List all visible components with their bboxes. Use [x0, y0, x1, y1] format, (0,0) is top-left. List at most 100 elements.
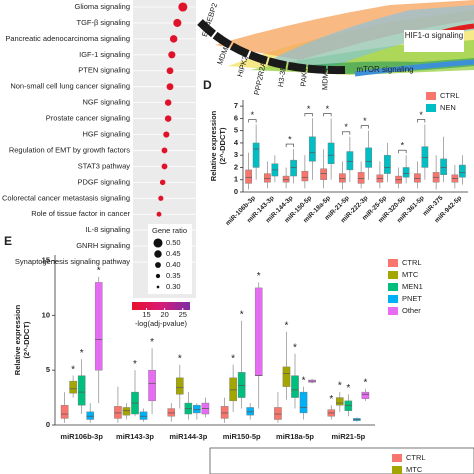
legend-title: Gene ratio	[152, 226, 187, 235]
box	[122, 407, 131, 416]
colorbar-tick-label: 25	[179, 310, 187, 319]
legend-label: PNET	[402, 294, 422, 303]
y-tick-label: TGF-β signaling	[77, 18, 131, 27]
y-tick-label: Colorectal cancer metastasis signaling	[2, 193, 130, 202]
bracket	[417, 119, 426, 123]
box	[384, 154, 391, 174]
dot	[166, 67, 174, 75]
y-axis-title: Relative expression	[209, 110, 218, 181]
box	[301, 170, 309, 182]
pathway-label: HIF1-α signaling	[405, 31, 463, 40]
box	[264, 173, 271, 183]
legend-swatch	[388, 295, 398, 303]
pathway-label-bg	[404, 30, 464, 52]
box	[60, 405, 69, 419]
significance: *	[346, 383, 350, 394]
legend-label: 0.50	[166, 238, 181, 247]
legend-label: MEN1	[402, 282, 423, 291]
legend-swatch	[388, 307, 398, 315]
y-tick-label: 2	[234, 162, 238, 171]
colorbar-tick-label: 15	[142, 310, 150, 319]
gene-label: MDM4	[320, 68, 330, 90]
box	[309, 136, 316, 162]
y-axis-title: Relative expression	[13, 304, 22, 375]
legend-label: CTRL	[406, 453, 426, 462]
significance: *	[257, 271, 261, 282]
y-tick-label: STAT3 pathway	[78, 161, 130, 170]
dot	[164, 99, 172, 106]
significance: *	[288, 134, 292, 144]
box	[139, 411, 148, 420]
box	[237, 372, 246, 398]
bracket	[342, 131, 351, 135]
legend-dot	[155, 262, 161, 268]
legend-label: MTC	[402, 270, 419, 279]
y-tick-label: 5	[234, 126, 238, 135]
y-tick-label: 1	[234, 175, 238, 184]
colorbar	[132, 302, 190, 310]
box	[254, 287, 263, 376]
y-tick-label: NGF signaling	[82, 98, 130, 107]
bracket	[360, 125, 369, 129]
y-tick-label: 7	[234, 101, 238, 110]
bracket	[398, 149, 407, 154]
dot	[163, 131, 170, 138]
significance: *	[80, 348, 84, 359]
legend-swatch	[426, 104, 436, 112]
legend-swatch	[392, 466, 402, 474]
dot	[173, 18, 182, 27]
significance: *	[133, 359, 137, 370]
panel-letter: D	[203, 78, 212, 92]
box	[229, 377, 237, 402]
box	[361, 391, 370, 399]
y-tick-label: Regulation of EMT by growth factors	[9, 145, 130, 154]
box	[440, 158, 447, 176]
x-tick-label: miR106b-3p	[60, 432, 103, 441]
significance: *	[178, 353, 182, 364]
box	[252, 142, 260, 168]
significance: *	[363, 116, 367, 126]
y-tick-label: HGF signaling	[82, 130, 130, 139]
chord-diagram: EIF4EBP2 MDM2 HIPK2 PPP2R2A H3-3B PAK4 M…	[197, 0, 474, 96]
legend-label: MTC	[406, 465, 423, 474]
y-tick-label: 6	[234, 113, 238, 122]
box	[336, 397, 344, 406]
significance: *	[344, 122, 348, 132]
box	[344, 400, 353, 411]
legend-dot	[155, 273, 161, 279]
legend-label: 0.45	[166, 249, 181, 258]
legend-label: 0.40	[166, 260, 181, 269]
y-tick-label: Synaptogenesis signaling pathway	[15, 257, 130, 266]
box	[245, 169, 252, 184]
legend-swatch	[392, 454, 402, 462]
y-tick-label: 5	[46, 365, 50, 374]
legend-label: 0.30	[166, 282, 181, 291]
significance: *	[150, 337, 154, 348]
significance: *	[97, 266, 101, 277]
box	[357, 172, 365, 184]
box	[246, 407, 254, 416]
box	[327, 142, 335, 164]
significance: *	[71, 364, 75, 375]
box	[220, 406, 229, 419]
panel-frame	[209, 447, 474, 474]
significance: *	[285, 320, 289, 331]
x-tick-label: miR144-3p	[169, 432, 207, 441]
y-tick-label: Role of tissue factor in cancer	[31, 209, 130, 218]
x-tick-label: miR143-3p	[116, 432, 154, 441]
x-tick-label: miR150-5p	[223, 432, 261, 441]
panel-letter: E	[4, 234, 12, 248]
dot	[158, 195, 164, 201]
bracket	[285, 143, 294, 148]
dot	[161, 163, 168, 170]
box	[176, 377, 184, 395]
dot	[168, 51, 176, 59]
y-tick-label: IGF-1 signaling	[79, 50, 130, 59]
box	[274, 407, 282, 420]
box	[193, 405, 201, 414]
significance: *	[338, 381, 342, 392]
box	[365, 147, 372, 168]
y-tick-label: 4	[234, 138, 239, 147]
gene-label: MDM2	[215, 42, 232, 66]
box	[148, 369, 156, 402]
